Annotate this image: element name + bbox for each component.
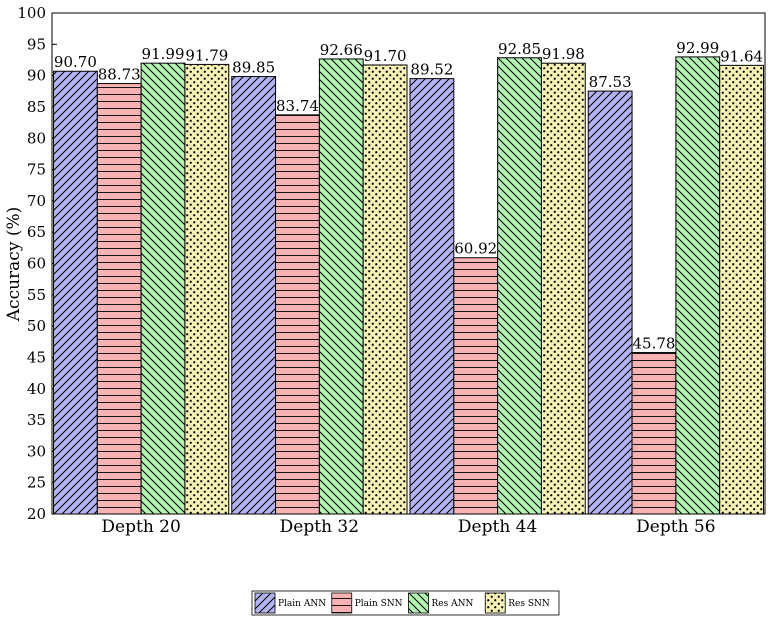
legend-swatch [484,592,506,614]
y-tick-label: 60 [27,255,46,273]
y-tick-label: 40 [27,380,46,398]
y-tick-label: 45 [27,348,46,366]
y-tick-label: 55 [27,286,46,304]
legend-swatch [331,592,353,614]
y-tick-label: 85 [27,98,46,116]
bar-res-snn-depth-44 [540,62,586,515]
bar-plain-snn-depth-56 [631,352,677,515]
bar-plain-snn-depth-44 [453,257,499,515]
y-tick-label: 90 [27,67,46,85]
y-axis-ticks: 20 25 30 35 40 45 50 55 60 65 70 75 80 85 90 95 100 [17,4,57,523]
value-label: 60.92 [454,240,497,258]
category-label: Depth 32 [280,517,359,537]
value-label: 90.70 [54,53,97,71]
y-tick-label: 100 [17,4,46,22]
category-label: Depth 20 [101,517,180,537]
y-tick-label: 35 [27,411,46,429]
y-tick-label: 70 [27,192,46,210]
bars [53,56,764,515]
y-tick-label: 50 [27,317,46,335]
y-tick-label: 95 [27,35,46,53]
legend-label: Plain SNN [355,599,403,609]
bar-plain-ann-depth-20 [53,70,98,515]
plot-frame [51,12,766,515]
value-label: 83.74 [276,97,319,115]
category-label: Depth 44 [458,517,537,537]
category-label: Depth 56 [636,517,715,537]
y-tick-label: 25 [27,474,46,492]
legend-label: Plain ANN [278,599,326,609]
bar-plain-snn-depth-32 [275,114,320,515]
bar-res-ann-depth-44 [497,57,542,515]
bar-plain-ann-depth-32 [231,76,277,515]
value-label: 87.53 [589,73,632,91]
bar-plain-snn-depth-20 [96,83,142,515]
y-tick-label: 80 [27,129,46,147]
y-axis-label: Accuracy (%) [4,207,24,322]
value-label: 89.85 [232,59,275,77]
value-label: 91.79 [185,46,228,64]
y-tick-label: 20 [27,505,46,523]
legend-label: Res SNN [508,599,550,609]
y-tick-label: 30 [27,442,46,460]
value-label: 91.98 [542,45,585,63]
bar-plain-ann-depth-44 [409,78,455,515]
bar-res-ann-depth-56 [675,56,721,515]
legend-swatch [254,592,276,614]
bar-res-snn-depth-20 [184,63,230,515]
legend-label: Res ANN [432,599,474,609]
legend: Plain ANN Plain SNN Res ANN Res SNN [251,590,560,616]
value-label: 45.78 [632,335,675,353]
value-label: 91.70 [364,47,407,65]
bar-res-ann-depth-32 [318,58,364,515]
category-labels: Depth 20 Depth 32 Depth 44 Depth 56 [101,517,715,537]
bar-res-ann-depth-20 [140,62,186,515]
value-label: 92.99 [676,39,719,57]
value-label: 92.85 [498,40,541,58]
value-label: 88.73 [98,66,141,84]
bar-plain-ann-depth-56 [587,90,633,515]
y-tick-label: 65 [27,223,46,241]
bar-res-snn-depth-56 [719,64,764,515]
value-label: 91.64 [720,47,763,65]
legend-swatch [408,592,429,614]
value-label: 89.52 [410,61,453,79]
legend-box [251,590,560,616]
value-label: 92.66 [320,41,363,59]
y-tick-label: 75 [27,161,46,179]
bar-res-snn-depth-32 [362,64,408,515]
value-label: 91.99 [142,45,185,63]
